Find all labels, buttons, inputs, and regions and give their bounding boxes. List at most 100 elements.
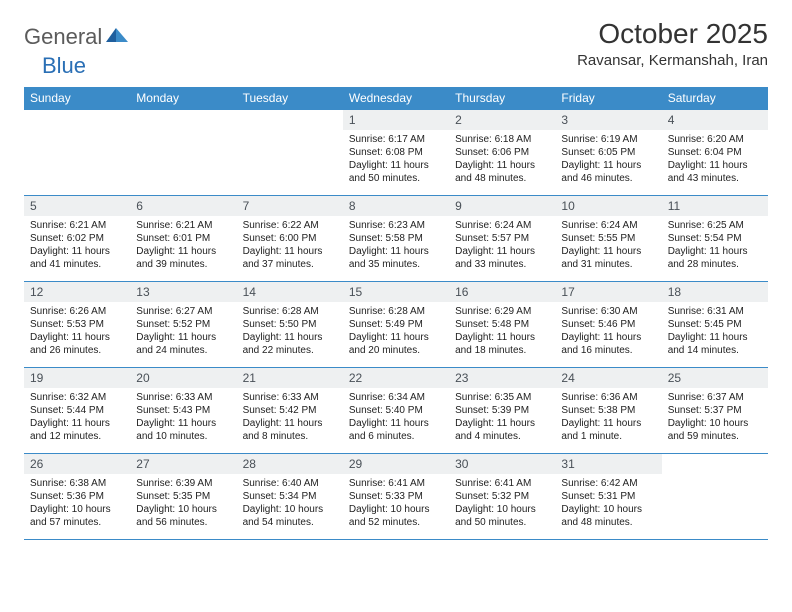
sunset-line: Sunset: 5:43 PM xyxy=(136,404,230,417)
day-number: 8 xyxy=(343,196,449,216)
daylight-line: Daylight: 11 hours and 18 minutes. xyxy=(455,331,549,357)
calendar-day-cell: 17Sunrise: 6:30 AMSunset: 5:46 PMDayligh… xyxy=(555,282,661,368)
day-info: Sunrise: 6:18 AMSunset: 6:06 PMDaylight:… xyxy=(449,130,555,188)
weekday-header: Saturday xyxy=(662,87,768,110)
sunrise-line: Sunrise: 6:27 AM xyxy=(136,305,230,318)
day-number: 25 xyxy=(662,368,768,388)
calendar-week-row: 26Sunrise: 6:38 AMSunset: 5:36 PMDayligh… xyxy=(24,454,768,540)
sunset-line: Sunset: 5:35 PM xyxy=(136,490,230,503)
daylight-line: Daylight: 11 hours and 20 minutes. xyxy=(349,331,443,357)
daylight-line: Daylight: 11 hours and 6 minutes. xyxy=(349,417,443,443)
day-number: 9 xyxy=(449,196,555,216)
daylight-line: Daylight: 11 hours and 50 minutes. xyxy=(349,159,443,185)
sunset-line: Sunset: 5:58 PM xyxy=(349,232,443,245)
sunrise-line: Sunrise: 6:34 AM xyxy=(349,391,443,404)
weekday-header-row: SundayMondayTuesdayWednesdayThursdayFrid… xyxy=(24,87,768,110)
sunset-line: Sunset: 5:39 PM xyxy=(455,404,549,417)
daylight-line: Daylight: 10 hours and 57 minutes. xyxy=(30,503,124,529)
calendar-week-row: 5Sunrise: 6:21 AMSunset: 6:02 PMDaylight… xyxy=(24,196,768,282)
day-number: 11 xyxy=(662,196,768,216)
day-info: Sunrise: 6:27 AMSunset: 5:52 PMDaylight:… xyxy=(130,302,236,360)
calendar-day-cell xyxy=(24,110,130,196)
daylight-line: Daylight: 10 hours and 52 minutes. xyxy=(349,503,443,529)
day-info: Sunrise: 6:36 AMSunset: 5:38 PMDaylight:… xyxy=(555,388,661,446)
sunset-line: Sunset: 5:48 PM xyxy=(455,318,549,331)
day-number: 23 xyxy=(449,368,555,388)
sunrise-line: Sunrise: 6:17 AM xyxy=(349,133,443,146)
sunset-line: Sunset: 5:45 PM xyxy=(668,318,762,331)
day-number-empty xyxy=(130,110,236,130)
calendar-day-cell: 18Sunrise: 6:31 AMSunset: 5:45 PMDayligh… xyxy=(662,282,768,368)
calendar-day-cell: 5Sunrise: 6:21 AMSunset: 6:02 PMDaylight… xyxy=(24,196,130,282)
day-info: Sunrise: 6:23 AMSunset: 5:58 PMDaylight:… xyxy=(343,216,449,274)
daylight-line: Daylight: 11 hours and 41 minutes. xyxy=(30,245,124,271)
day-info: Sunrise: 6:40 AMSunset: 5:34 PMDaylight:… xyxy=(237,474,343,532)
weekday-header: Thursday xyxy=(449,87,555,110)
sunset-line: Sunset: 5:46 PM xyxy=(561,318,655,331)
sunset-line: Sunset: 5:32 PM xyxy=(455,490,549,503)
sunset-line: Sunset: 5:34 PM xyxy=(243,490,337,503)
calendar-day-cell: 14Sunrise: 6:28 AMSunset: 5:50 PMDayligh… xyxy=(237,282,343,368)
calendar-day-cell: 27Sunrise: 6:39 AMSunset: 5:35 PMDayligh… xyxy=(130,454,236,540)
logo-text-blue: Blue xyxy=(42,53,86,78)
sunrise-line: Sunrise: 6:28 AM xyxy=(349,305,443,318)
calendar-day-cell: 8Sunrise: 6:23 AMSunset: 5:58 PMDaylight… xyxy=(343,196,449,282)
day-number: 28 xyxy=(237,454,343,474)
weekday-header: Monday xyxy=(130,87,236,110)
day-number: 29 xyxy=(343,454,449,474)
calendar-week-row: 12Sunrise: 6:26 AMSunset: 5:53 PMDayligh… xyxy=(24,282,768,368)
day-info: Sunrise: 6:19 AMSunset: 6:05 PMDaylight:… xyxy=(555,130,661,188)
daylight-line: Daylight: 11 hours and 22 minutes. xyxy=(243,331,337,357)
day-number: 12 xyxy=(24,282,130,302)
daylight-line: Daylight: 11 hours and 39 minutes. xyxy=(136,245,230,271)
sunset-line: Sunset: 5:53 PM xyxy=(30,318,124,331)
calendar-day-cell: 29Sunrise: 6:41 AMSunset: 5:33 PMDayligh… xyxy=(343,454,449,540)
calendar-day-cell: 3Sunrise: 6:19 AMSunset: 6:05 PMDaylight… xyxy=(555,110,661,196)
sunrise-line: Sunrise: 6:37 AM xyxy=(668,391,762,404)
sunrise-line: Sunrise: 6:38 AM xyxy=(30,477,124,490)
sunset-line: Sunset: 5:50 PM xyxy=(243,318,337,331)
sunset-line: Sunset: 5:38 PM xyxy=(561,404,655,417)
calendar-day-cell: 2Sunrise: 6:18 AMSunset: 6:06 PMDaylight… xyxy=(449,110,555,196)
day-info: Sunrise: 6:32 AMSunset: 5:44 PMDaylight:… xyxy=(24,388,130,446)
day-info: Sunrise: 6:41 AMSunset: 5:32 PMDaylight:… xyxy=(449,474,555,532)
day-number: 3 xyxy=(555,110,661,130)
logo: General xyxy=(24,18,130,50)
sunset-line: Sunset: 5:44 PM xyxy=(30,404,124,417)
daylight-line: Daylight: 11 hours and 37 minutes. xyxy=(243,245,337,271)
day-info: Sunrise: 6:31 AMSunset: 5:45 PMDaylight:… xyxy=(662,302,768,360)
sunrise-line: Sunrise: 6:41 AM xyxy=(455,477,549,490)
calendar-day-cell: 30Sunrise: 6:41 AMSunset: 5:32 PMDayligh… xyxy=(449,454,555,540)
sunset-line: Sunset: 6:04 PM xyxy=(668,146,762,159)
sunset-line: Sunset: 5:31 PM xyxy=(561,490,655,503)
sunrise-line: Sunrise: 6:30 AM xyxy=(561,305,655,318)
location: Ravansar, Kermanshah, Iran xyxy=(577,52,768,69)
day-number: 6 xyxy=(130,196,236,216)
daylight-line: Daylight: 11 hours and 12 minutes. xyxy=(30,417,124,443)
weekday-header: Sunday xyxy=(24,87,130,110)
calendar-week-row: 19Sunrise: 6:32 AMSunset: 5:44 PMDayligh… xyxy=(24,368,768,454)
day-number: 26 xyxy=(24,454,130,474)
day-number: 15 xyxy=(343,282,449,302)
calendar-day-cell: 7Sunrise: 6:22 AMSunset: 6:00 PMDaylight… xyxy=(237,196,343,282)
sunrise-line: Sunrise: 6:25 AM xyxy=(668,219,762,232)
daylight-line: Daylight: 11 hours and 43 minutes. xyxy=(668,159,762,185)
calendar-day-cell: 20Sunrise: 6:33 AMSunset: 5:43 PMDayligh… xyxy=(130,368,236,454)
day-number: 31 xyxy=(555,454,661,474)
sunrise-line: Sunrise: 6:41 AM xyxy=(349,477,443,490)
calendar-day-cell: 13Sunrise: 6:27 AMSunset: 5:52 PMDayligh… xyxy=(130,282,236,368)
calendar-day-cell: 24Sunrise: 6:36 AMSunset: 5:38 PMDayligh… xyxy=(555,368,661,454)
daylight-line: Daylight: 11 hours and 33 minutes. xyxy=(455,245,549,271)
day-number: 13 xyxy=(130,282,236,302)
sunrise-line: Sunrise: 6:24 AM xyxy=(455,219,549,232)
daylight-line: Daylight: 11 hours and 46 minutes. xyxy=(561,159,655,185)
sunset-line: Sunset: 6:06 PM xyxy=(455,146,549,159)
sunrise-line: Sunrise: 6:22 AM xyxy=(243,219,337,232)
day-number: 22 xyxy=(343,368,449,388)
calendar-day-cell xyxy=(237,110,343,196)
daylight-line: Daylight: 11 hours and 4 minutes. xyxy=(455,417,549,443)
sunrise-line: Sunrise: 6:19 AM xyxy=(561,133,655,146)
daylight-line: Daylight: 11 hours and 16 minutes. xyxy=(561,331,655,357)
sunrise-line: Sunrise: 6:21 AM xyxy=(136,219,230,232)
day-info: Sunrise: 6:25 AMSunset: 5:54 PMDaylight:… xyxy=(662,216,768,274)
